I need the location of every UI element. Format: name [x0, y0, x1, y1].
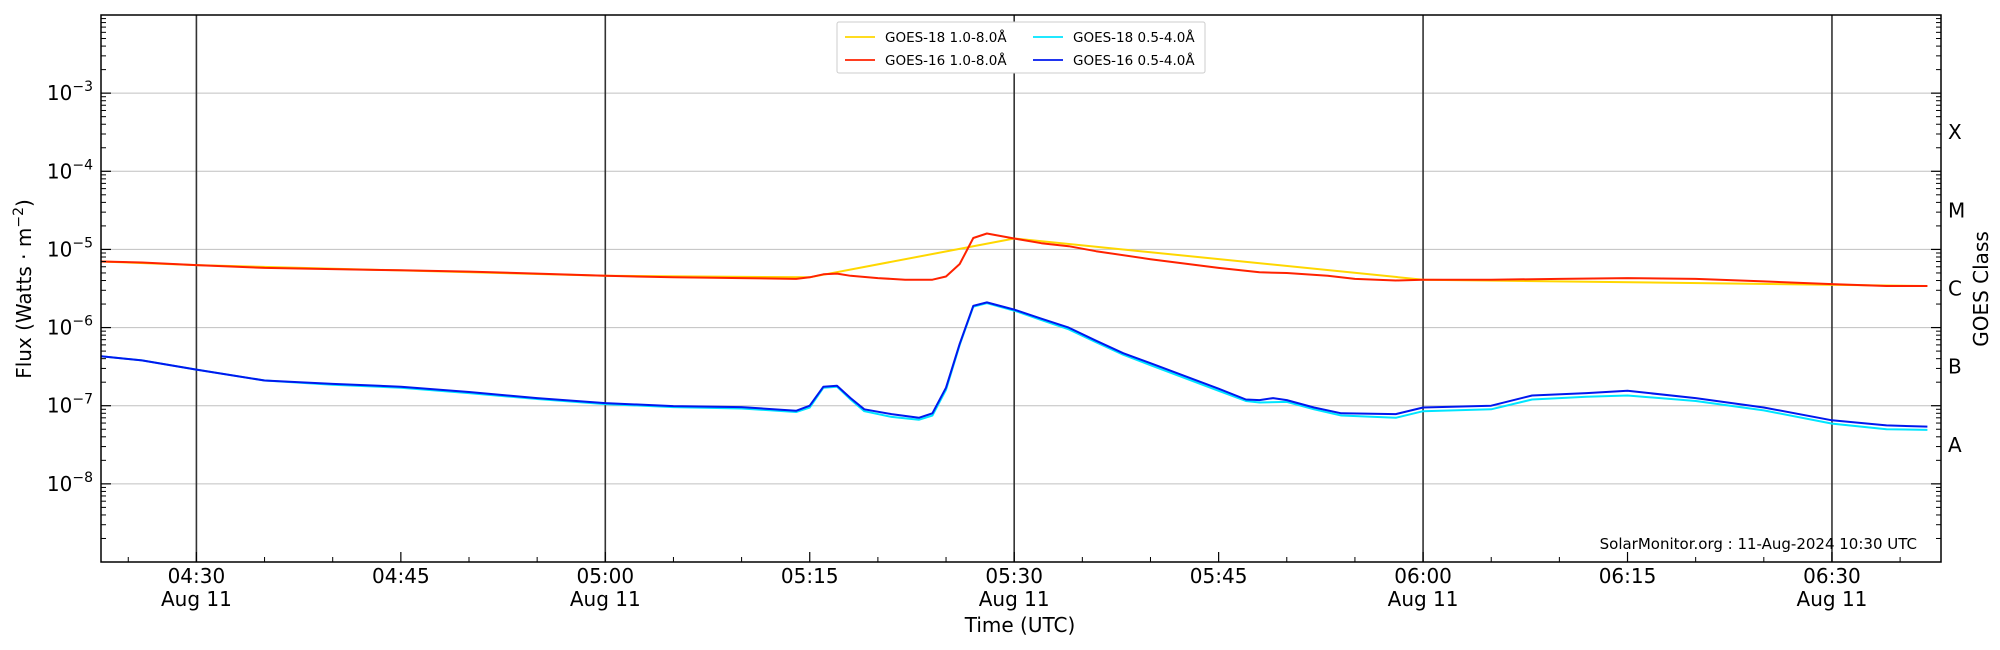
x-tick-label: 05:00	[576, 564, 634, 588]
legend-entry: GOES-18 1.0-8.0Å	[885, 29, 1007, 46]
x-tick-label: 05:45	[1190, 564, 1248, 588]
series-line-1	[100, 232, 1928, 287]
x-tick-date: Aug 11	[161, 587, 232, 611]
y-tick-base: 10	[47, 237, 72, 261]
x-tick-date: Aug 11	[1388, 587, 1459, 611]
goes-class-axis-label: GOES Class	[1969, 231, 1993, 347]
x-tick-label: 06:15	[1599, 564, 1657, 588]
grid-layer	[101, 92, 1941, 485]
x-tick-label: 04:30	[168, 564, 226, 588]
x-tick-label: 06:30	[1803, 564, 1861, 588]
y-tick-label: 10−7	[47, 392, 93, 418]
major-time-lines	[195, 15, 1833, 562]
y-tick-exponent: −7	[72, 392, 93, 408]
y-tick-label: 10−6	[47, 314, 93, 340]
x-tick-date: Aug 11	[979, 587, 1050, 611]
y-tick-exponent: −4	[72, 157, 93, 173]
x-tick-label: 05:15	[781, 564, 839, 588]
y-tick-label: 10−8	[47, 470, 93, 496]
y-tick-exponent: −6	[72, 314, 93, 330]
y-tick-exponent: −5	[72, 235, 93, 251]
y-tick-base: 10	[47, 159, 72, 183]
y-axis-label: Flux (Watts · m−2)	[11, 199, 36, 379]
legend-entry: GOES-16 0.5-4.0Å	[1073, 52, 1195, 69]
y-tick-base: 10	[47, 472, 72, 496]
goes-class-labels: A B C M X	[1948, 120, 1965, 457]
y-tick-exponent: −8	[72, 470, 93, 486]
y-axis-label-unit-exponent: −2	[11, 207, 27, 228]
x-axis-label: Time (UTC)	[964, 613, 1076, 637]
goes-class-M: M	[1948, 198, 1965, 222]
y-tick-label: 10−3	[47, 79, 93, 105]
legend: GOES-18 1.0-8.0Å GOES-18 0.5-4.0Å GOES-16 …	[836, 21, 1206, 74]
y-tick-label: 10−5	[47, 235, 93, 261]
y-axis-ticks: 10−810−710−610−510−410−3	[47, 18, 1941, 539]
y-tick-label: 10−4	[47, 157, 93, 183]
legend-entry: GOES-16 1.0-8.0Å	[885, 52, 1007, 69]
x-tick-label: 04:45	[372, 564, 430, 588]
source-annotation: SolarMonitor.org : 11-Aug-2024 10:30 UTC	[1600, 535, 1917, 553]
x-tick-date: Aug 11	[570, 587, 641, 611]
x-tick-label: 05:30	[985, 564, 1043, 588]
plot-frame	[100, 14, 1942, 563]
y-axis-label-text: Flux (Watts · m	[12, 228, 36, 379]
x-tick-label: 06:00	[1394, 564, 1452, 588]
goes-class-C: C	[1948, 277, 1962, 301]
series-line-3	[100, 301, 1928, 428]
goes-class-B: B	[1948, 355, 1962, 379]
legend-box	[836, 21, 1206, 74]
goes-class-A: A	[1948, 433, 1962, 457]
x-tick-date: Aug 11	[1797, 587, 1868, 611]
y-tick-base: 10	[47, 316, 72, 340]
goes-class-X: X	[1948, 120, 1962, 144]
series-layer	[100, 232, 1928, 431]
y-tick-base: 10	[47, 394, 72, 418]
y-tick-base: 10	[47, 81, 72, 105]
y-axis-label-close: )	[12, 199, 36, 207]
legend-entry: GOES-18 0.5-4.0Å	[1073, 29, 1195, 46]
y-tick-exponent: −3	[72, 79, 93, 95]
